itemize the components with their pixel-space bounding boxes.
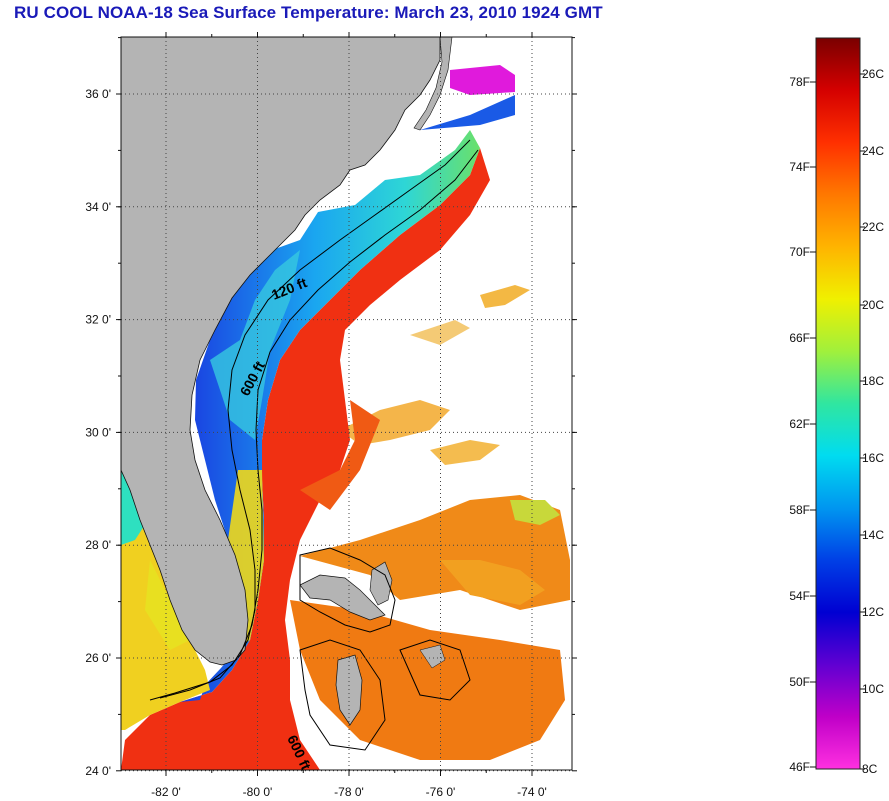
contour-bahama-bank: [299, 547, 396, 633]
shelf-cyan-band: [210, 250, 300, 440]
contour-600ft: [159, 149, 479, 699]
colorbar-c-label: 14C: [862, 528, 884, 542]
eleuthera-land: [419, 644, 446, 669]
lon-tick-label: -76 0': [426, 785, 456, 799]
colorbar-c-label: 26C: [862, 67, 884, 81]
latitude-axis: 36 0' 34 0' 32 0' 30 0' 28 0' 26 0' 24 0': [85, 37, 577, 778]
colorbar-c-label: 24C: [862, 144, 884, 158]
hatteras-blue: [420, 95, 515, 130]
colorbar-f-label: 54F: [789, 589, 810, 603]
lat-tick-label: 30 0': [85, 425, 111, 439]
sst-patch-streak-3: [480, 285, 530, 308]
hatteras-magenta: [450, 65, 515, 95]
colorbar-f-label: 46F: [789, 760, 810, 774]
colorbar: [815, 37, 861, 770]
colorbar-c-label: 12C: [862, 605, 884, 619]
outer-banks-land: [413, 37, 453, 131]
us-east-coast-land: [121, 37, 441, 666]
lat-tick-label: 32 0': [85, 313, 111, 327]
lat-tick-label: 26 0': [85, 651, 111, 665]
sst-patch-streak-4: [410, 320, 470, 345]
contour-exuma-bank: [399, 639, 471, 701]
colorbar-f-label: 66F: [789, 331, 810, 345]
colorbar-f-label: 70F: [789, 245, 810, 259]
gulf-stream-edge: [300, 400, 380, 510]
gulf-stream-core: [121, 148, 490, 770]
longitude-axis: -82 0' -80 0' -78 0' -76 0' -74 0': [151, 32, 547, 799]
colorbar-c-label: 18C: [862, 374, 884, 388]
map-title: RU COOL NOAA-18 Sea Surface Temperature:…: [14, 3, 603, 22]
colorbar-f-label: 58F: [789, 503, 810, 517]
grand-bahama-land: [299, 574, 386, 621]
colorbar-f-label: 74F: [789, 160, 810, 174]
lon-tick-label: -80 0': [243, 785, 273, 799]
colorbar-f-label: 78F: [789, 75, 810, 89]
colorbar-c-label: 8C: [862, 762, 878, 776]
colorbar-labels: 78F 74F 70F 66F 62F 58F 54F 50F 46F 26C 24C 22C 20C 1…: [789, 67, 884, 776]
map-plot-area: [121, 37, 572, 770]
colorbar-f-label: 62F: [789, 417, 810, 431]
lon-tick-label: -74 0': [517, 785, 547, 799]
contour-andros-bank: [299, 639, 386, 751]
lon-tick-label: -82 0': [151, 785, 181, 799]
gulf-shelf-yellow: [145, 560, 190, 650]
colorbar-c-label: 10C: [862, 682, 884, 696]
lon-tick-label: -78 0': [334, 785, 364, 799]
sst-patch-amber: [440, 560, 545, 605]
abaco-island-land: [369, 561, 393, 606]
map-frame: [120, 36, 573, 771]
lat-tick-label: 36 0': [85, 87, 111, 101]
colorbar-c-label: 16C: [862, 451, 884, 465]
bathymetry-contours: [149, 139, 479, 751]
lat-tick-label: 28 0': [85, 538, 111, 552]
sst-patch-orange-bahamas: [290, 600, 565, 760]
sst-patch-streak-2: [430, 440, 500, 465]
lat-tick-label: 34 0': [85, 200, 111, 214]
colorbar-c-label: 22C: [862, 220, 884, 234]
colorbar-c-label: 20C: [862, 298, 884, 312]
colorbar-f-label: 50F: [789, 675, 810, 689]
sst-patch-yellow-green: [510, 500, 560, 525]
lat-tick-label: 24 0': [85, 764, 111, 778]
